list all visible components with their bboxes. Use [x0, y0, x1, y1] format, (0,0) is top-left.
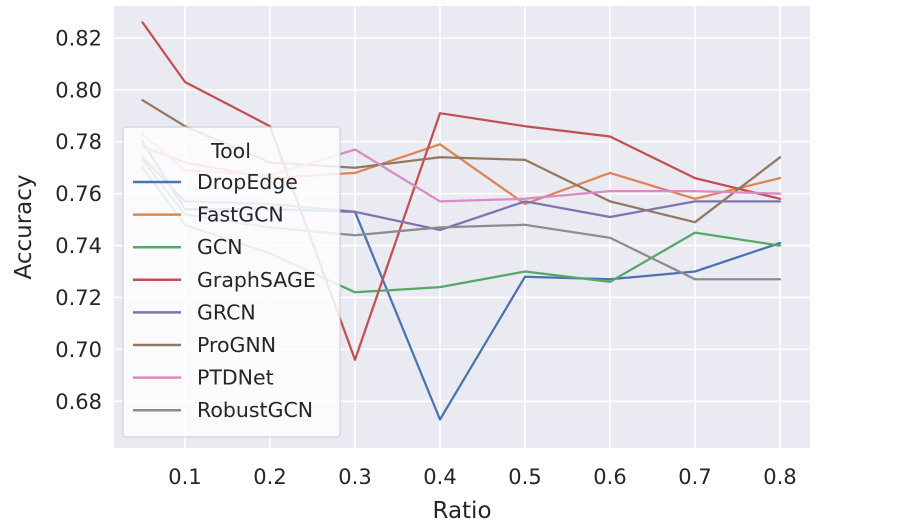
x-tick-label: 0.1	[168, 465, 201, 489]
legend: Tool DropEdge FastGCN GCN GraphSAGE GRCN ProG…	[122, 126, 341, 438]
x-tick-label: 0.6	[593, 465, 626, 489]
x-tick-label: 0.2	[253, 465, 286, 489]
y-tick-label: 0.82	[55, 26, 102, 50]
legend-label-gcn: GCN	[197, 235, 243, 259]
legend-label-ptdnet: PTDNet	[197, 366, 274, 390]
y-tick-label: 0.70	[55, 338, 102, 362]
x-tick-label: 0.8	[763, 465, 796, 489]
x-tick-labels: 0.1 0.2 0.3 0.4 0.5 0.6 0.7 0.8	[168, 465, 796, 489]
legend-label-fastgcn: FastGCN	[197, 203, 284, 227]
x-axis-label: Ratio	[432, 498, 491, 524]
x-tick-label: 0.4	[423, 465, 456, 489]
legend-label-robustgcn: RobustGCN	[197, 398, 313, 422]
legend-label-graphsage: GraphSAGE	[197, 268, 316, 292]
y-tick-label: 0.80	[55, 78, 102, 102]
y-axis-label: Accuracy	[11, 174, 37, 279]
x-tick-label: 0.3	[338, 465, 371, 489]
y-tick-label: 0.74	[55, 234, 102, 258]
x-tick-label: 0.7	[678, 465, 711, 489]
y-tick-labels: 0.68 0.70 0.72 0.74 0.76 0.78 0.80 0.82	[55, 26, 102, 413]
y-tick-label: 0.76	[55, 182, 102, 206]
legend-rows: DropEdge FastGCN GCN GraphSAGE GRCN ProGNN PTD…	[133, 170, 316, 422]
y-tick-label: 0.78	[55, 130, 102, 154]
y-tick-label: 0.68	[55, 390, 102, 414]
y-tick-label: 0.72	[55, 286, 102, 310]
series-line-graphsage	[141, 21, 782, 361]
legend-title: Tool	[210, 139, 251, 163]
legend-frame	[122, 126, 341, 438]
legend-label-dropedge: DropEdge	[197, 170, 298, 194]
legend-label-prognn: ProGNN	[197, 333, 276, 357]
x-tick-label: 0.5	[508, 465, 541, 489]
legend-label-grcn: GRCN	[197, 300, 256, 324]
